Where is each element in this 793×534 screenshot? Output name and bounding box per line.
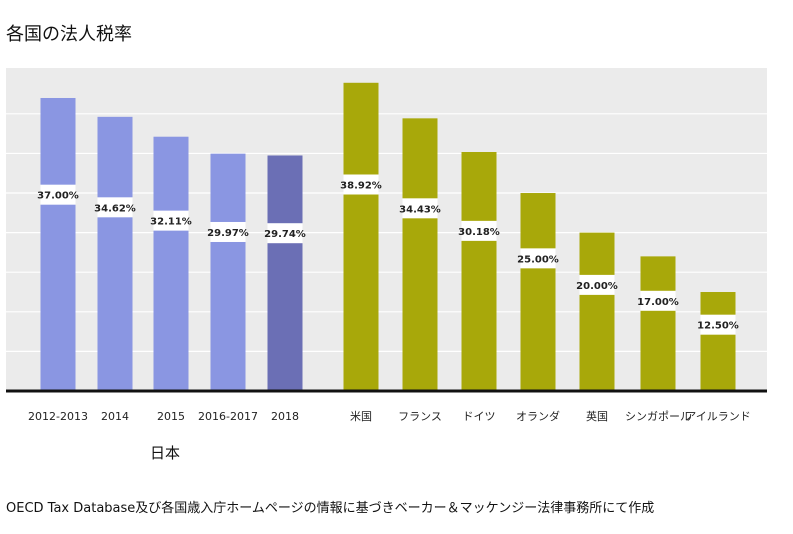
value-label: 12.50% — [697, 321, 739, 332]
bar-2016-2017 — [210, 153, 246, 391]
value-label-box — [267, 223, 303, 244]
value-label: 17.00% — [637, 297, 679, 308]
x-tick-labels: 2012-2013 2014 2015 2016-2017 2018 米国 フランス ドイツ オ… — [28, 409, 751, 423]
gridlines — [6, 113, 767, 353]
value-label-box — [520, 248, 556, 269]
value-label-box — [343, 174, 379, 195]
value-label: 30.18% — [458, 227, 500, 238]
value-label: 29.97% — [207, 228, 249, 239]
chart-title: 各国の法人税率 — [6, 24, 132, 45]
source-note: OECD Tax Database及び各国歳入庁ホームページの情報に基づきベーカ… — [6, 501, 655, 516]
value-label: 25.00% — [517, 254, 559, 265]
value-label: 20.00% — [576, 281, 618, 292]
value-label-box — [97, 197, 133, 218]
value-label-box — [40, 184, 76, 205]
value-label-box — [640, 290, 676, 311]
value-label-box — [579, 274, 615, 295]
value-label-box — [210, 221, 246, 242]
bar-2014 — [97, 116, 133, 391]
bar-2012-2013 — [40, 97, 76, 391]
value-label-box — [461, 220, 497, 241]
bar-米国 — [343, 82, 379, 391]
bars: 37.00% 34.62% 32.11% 29.97% 29.74% 38.92% 34.4… — [37, 82, 739, 391]
x-tick-label: オランダ — [516, 409, 560, 423]
value-label: 32.11% — [150, 217, 192, 228]
japan-group-label: 日本 — [150, 444, 181, 462]
value-label: 34.43% — [399, 204, 441, 215]
x-tick-label: 英国 — [586, 409, 608, 423]
x-tick-label: 2015 — [157, 410, 185, 423]
x-tick-label: ドイツ — [463, 410, 496, 423]
bar-2015 — [153, 136, 189, 391]
plot-background — [6, 68, 767, 391]
value-label: 38.92% — [340, 180, 382, 191]
x-tick-label: 2018 — [271, 410, 299, 423]
bar-英国 — [579, 232, 615, 391]
bar-オランダ — [520, 193, 556, 391]
bar-フランス — [402, 118, 438, 391]
bar-2018 — [267, 155, 303, 391]
x-tick-label: アイルランド — [685, 410, 750, 423]
value-label-box — [153, 210, 189, 231]
value-label-box — [700, 314, 736, 335]
x-tick-label: フランス — [398, 410, 442, 423]
bar-ドイツ — [461, 151, 497, 391]
value-label-box — [402, 198, 438, 219]
x-tick-label: 米国 — [350, 410, 372, 423]
x-tick-label: 2014 — [101, 410, 129, 423]
bar-シンガポール — [640, 256, 676, 391]
x-tick-label: 2012-2013 — [28, 410, 88, 423]
value-label: 29.74% — [264, 229, 306, 240]
x-tick-label: 2016-2017 — [198, 410, 258, 423]
bar-アイルランド — [700, 292, 736, 391]
value-label: 34.62% — [94, 203, 136, 214]
x-tick-label: シンガポール — [625, 410, 691, 423]
value-label: 37.00% — [37, 191, 79, 202]
